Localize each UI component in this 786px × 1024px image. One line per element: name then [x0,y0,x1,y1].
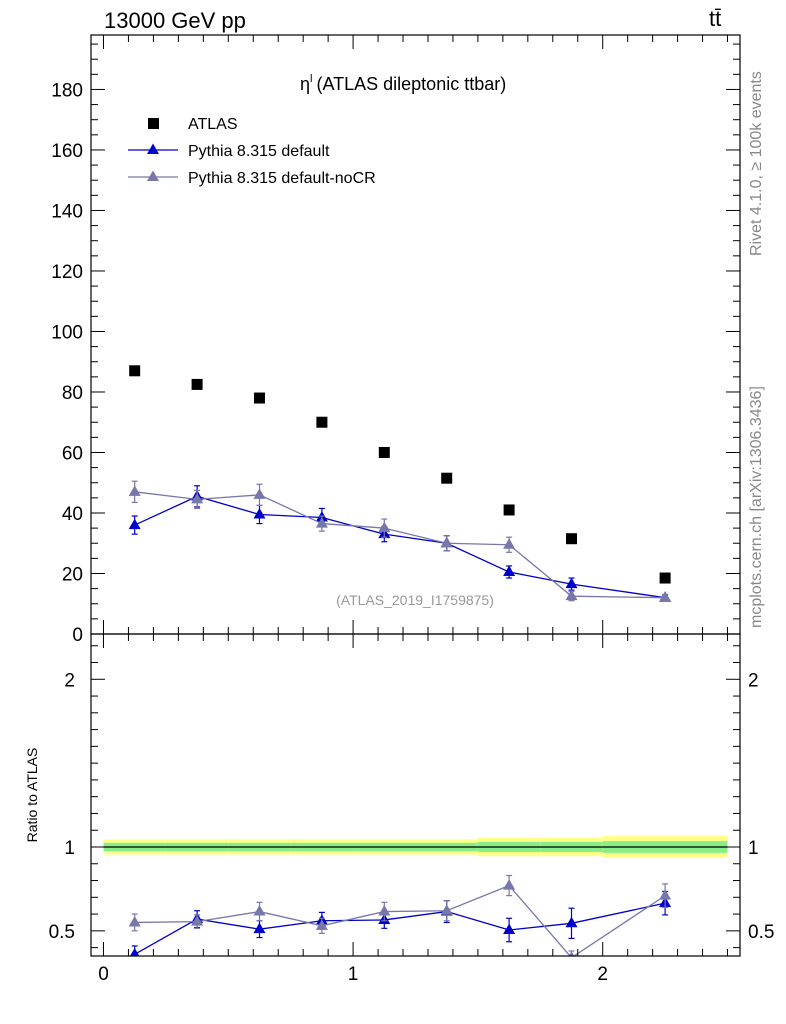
main-ytick-label: 60 [62,443,83,464]
pythia-nocr-point [315,517,328,528]
pythia-nocr-point [503,538,516,549]
atlas-data-point [441,472,453,484]
main-ytick-label: 140 [51,201,83,222]
main-series-group [128,365,672,602]
title-eta: η [300,74,310,94]
main-ytick-label: 20 [62,564,83,585]
pythia-nocr-point [440,536,453,548]
pythia-nocr-point [659,591,672,602]
pythia-default-point [503,565,516,576]
ratio-nocr-point [568,951,575,956]
chart-title: ηl (ATLAS dileptonic ttbar) [300,73,506,94]
ratio-ytick-label: 2 [64,670,75,691]
legend-atlas-label: ATLAS [188,116,238,133]
main-ytick-label: 0 [72,625,83,646]
ratio-nocr-point [315,919,328,930]
main-ytick-label: 80 [62,383,83,404]
ratio-xtick-label: 2 [597,964,608,985]
pythia-nocr-point [565,589,578,601]
atlas-data-point [253,392,265,404]
atlas-data-point [129,365,141,377]
ratio-ytick-label: 1 [64,838,75,859]
title-suffix: (ATLAS dileptonic ttbar) [316,74,506,94]
pythia-default-point [565,577,578,589]
legend-atlas-marker [148,118,159,129]
pythia-nocr-point [128,485,141,496]
legend-default-label: Pythia 8.315 default [188,143,330,160]
ratio-ytick-label: 0.5 [49,922,75,943]
energy-label: 13000 GeV pp [104,8,246,33]
ratio-xtick-label: 1 [348,964,359,985]
atlas-data-point [316,416,328,428]
pythia-nocr-point [253,488,266,499]
ratio-ytick-label-right: 0.5 [748,922,774,943]
main-ytick-label: 180 [51,80,83,101]
ratio-frame [90,633,741,957]
main-ytick-label: 100 [51,322,83,343]
legend-default-marker [147,143,159,154]
legend: ATLAS Pythia 8.315 default Pythia 8.315 … [128,116,376,187]
title-superscript: l [310,73,312,85]
main-axis-ticks: 0 20 40 60 80 100 120 140 160 180 [51,35,740,646]
pythia-default-point [253,508,266,519]
ratio-nocr-point [440,904,453,915]
ratio-ytick-label-right: 2 [748,670,759,691]
atlas-data-point [503,504,515,516]
legend-nocr-label: Pythia 8.315 default-noCR [188,170,376,187]
ratio-nocr-point [503,879,516,890]
ratio-nocr-point [253,905,266,916]
ratio-series-group [128,874,672,956]
ratio-ylabel: Ratio to ATLAS [24,748,40,843]
series-line-2 [134,491,666,599]
ratio-nocr-point [659,889,672,900]
ratio-nocr-point [128,915,141,927]
ratio-default-point [565,916,578,928]
pythia-default-point [128,518,141,530]
pythia-nocr-point [378,521,391,533]
ratio-default-point [253,922,266,934]
ratio-ytick-label-right: 1 [748,838,759,859]
series-line-1 [134,495,666,599]
atlas-data-point [378,446,390,458]
atlas-data-point [566,533,578,545]
ratio-xtick-label: 0 [98,964,109,985]
atlas-data-point [659,572,671,584]
ratio-axis-ticks: 0.5 0.5 1 1 2 2 0 1 2 [49,634,774,985]
ratio-nocr-point [378,905,391,916]
main-ytick-label: 160 [51,141,83,162]
ratio-default-point [130,947,140,956]
pythia-nocr-point [191,492,204,504]
atlas-data-point [191,378,203,390]
ratio-nocr-point [191,915,204,926]
ratio-default-point [503,923,516,935]
main-ytick-label: 40 [62,504,83,525]
main-ytick-label: 120 [51,262,83,283]
legend-nocr-marker [147,170,159,181]
analysis-watermark: (ATLAS_2019_I1759875) [336,592,494,608]
process-label: tt̄ [709,6,722,31]
